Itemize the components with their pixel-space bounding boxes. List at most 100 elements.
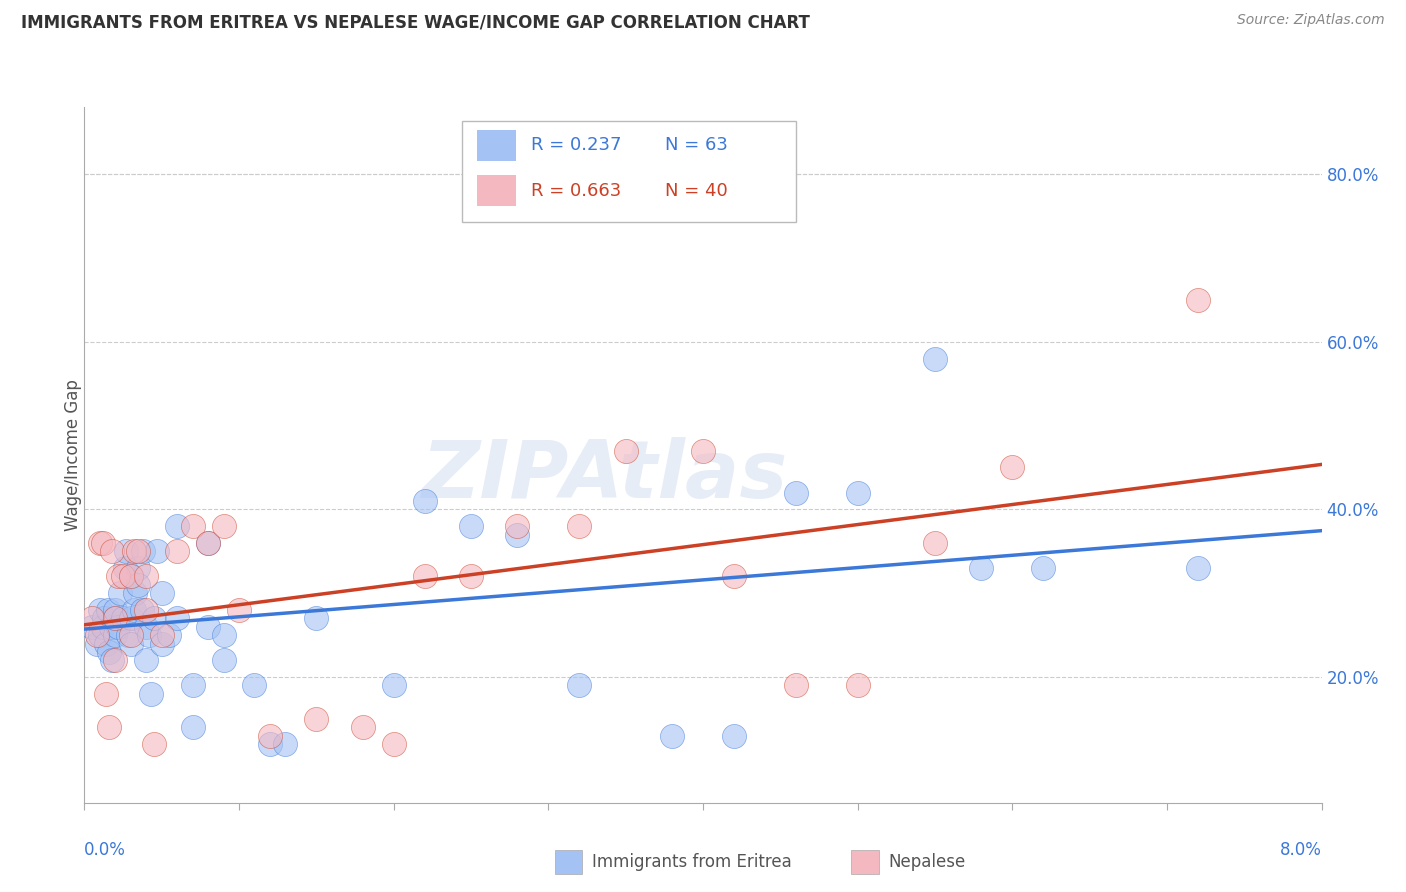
FancyBboxPatch shape (852, 850, 879, 874)
Point (122, 544, 145, 558)
Point (723, 569, 745, 583)
Point (568, 678, 591, 692)
Text: N = 63: N = 63 (665, 136, 727, 154)
Point (305, 611, 328, 625)
Point (1187, 561, 1209, 575)
Point (100, 620, 122, 634)
FancyBboxPatch shape (477, 175, 516, 206)
Point (120, 636, 142, 650)
Point (98, 720, 121, 734)
Point (259, 737, 281, 751)
Point (212, 628, 235, 642)
Point (101, 544, 124, 558)
Point (352, 720, 374, 734)
Point (96, 603, 120, 617)
Point (1187, 293, 1209, 307)
Point (197, 536, 219, 550)
Text: R = 0.663: R = 0.663 (531, 182, 621, 200)
Point (117, 628, 139, 642)
Point (91, 536, 114, 550)
Point (259, 729, 281, 743)
Point (108, 586, 131, 600)
Point (94, 687, 117, 701)
Point (82, 611, 104, 625)
Text: 8.0%: 8.0% (1279, 841, 1322, 859)
Point (132, 544, 155, 558)
Text: Source: ZipAtlas.com: Source: ZipAtlas.com (1237, 13, 1385, 28)
Point (181, 678, 204, 692)
Point (846, 485, 869, 500)
Point (138, 628, 160, 642)
Text: Nepalese: Nepalese (889, 853, 966, 871)
Point (131, 603, 153, 617)
Point (274, 737, 297, 751)
Point (243, 678, 266, 692)
Point (120, 569, 142, 583)
FancyBboxPatch shape (554, 850, 582, 874)
Text: ZIPAtlas: ZIPAtlas (420, 437, 787, 515)
Point (723, 729, 745, 743)
Point (166, 519, 188, 533)
Point (460, 519, 482, 533)
Text: IMMIGRANTS FROM ERITREA VS NEPALESE WAGE/INCOME GAP CORRELATION CHART: IMMIGRANTS FROM ERITREA VS NEPALESE WAGE… (21, 13, 810, 31)
Point (785, 485, 807, 500)
Point (970, 561, 993, 575)
Point (89, 603, 111, 617)
Point (82, 620, 104, 634)
Point (128, 578, 150, 592)
Point (94, 636, 117, 650)
Point (197, 536, 219, 550)
Point (128, 561, 150, 575)
Point (661, 729, 683, 743)
Point (150, 628, 173, 642)
Point (924, 351, 946, 366)
Y-axis label: Wage/Income Gap: Wage/Income Gap (65, 379, 82, 531)
Point (104, 653, 127, 667)
Point (197, 620, 219, 634)
FancyBboxPatch shape (477, 129, 516, 161)
Point (692, 443, 714, 458)
Point (128, 544, 150, 558)
Point (120, 569, 142, 583)
Point (413, 494, 436, 508)
Point (115, 544, 138, 558)
Point (89, 536, 111, 550)
Text: R = 0.237: R = 0.237 (531, 136, 621, 154)
Point (166, 544, 188, 558)
Point (305, 712, 328, 726)
Point (114, 561, 136, 575)
Point (112, 611, 135, 625)
Point (150, 636, 173, 650)
Point (101, 653, 124, 667)
Point (104, 603, 127, 617)
Point (89, 628, 111, 642)
Point (120, 628, 142, 642)
Point (166, 611, 188, 625)
Point (124, 586, 146, 600)
Point (135, 603, 157, 617)
Point (228, 603, 250, 617)
Point (107, 620, 129, 634)
Point (924, 536, 946, 550)
Point (568, 519, 591, 533)
Point (846, 678, 869, 692)
Point (107, 569, 129, 583)
Point (98, 645, 121, 659)
Point (86, 628, 108, 642)
Point (86, 636, 108, 650)
Point (212, 519, 235, 533)
Point (91, 620, 114, 634)
Point (506, 527, 529, 541)
Point (146, 544, 169, 558)
Point (120, 611, 142, 625)
Point (135, 653, 157, 667)
FancyBboxPatch shape (461, 121, 796, 222)
Point (143, 611, 166, 625)
Point (413, 569, 436, 583)
Point (122, 603, 145, 617)
Point (460, 569, 482, 583)
Text: Immigrants from Eritrea: Immigrants from Eritrea (592, 853, 792, 871)
Point (382, 737, 405, 751)
Point (143, 737, 166, 751)
Point (135, 620, 157, 634)
